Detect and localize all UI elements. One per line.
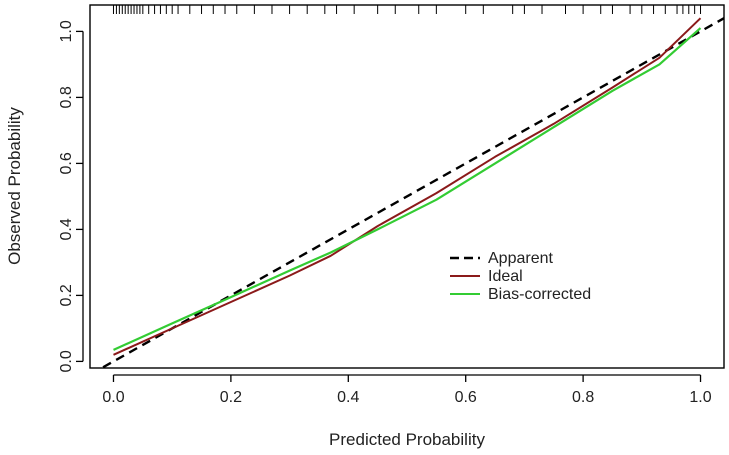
legend-label: Ideal: [488, 268, 523, 285]
series-line-apparent: [99, 17, 724, 368]
legend-label: Bias-corrected: [488, 286, 591, 303]
x-tick-label: 0.6: [455, 389, 477, 406]
y-tick-label: 0.6: [58, 152, 75, 174]
x-tick-label: 0.8: [572, 389, 594, 406]
y-tick-label: 1.0: [58, 20, 75, 42]
x-axis-title: Predicted Probability: [329, 430, 485, 449]
x-tick-label: 0.0: [102, 389, 124, 406]
x-tick-label: 0.4: [337, 389, 359, 406]
series-lines: [99, 17, 724, 368]
x-tick-label: 0.2: [220, 389, 242, 406]
series-line-bias-corrected: [113, 27, 702, 351]
x-tick-label: 1.0: [689, 389, 711, 406]
series-line-ideal: [113, 17, 702, 356]
x-axis: 0.0 0.2 0.4 0.6 0.8 1.0: [102, 374, 712, 406]
rug-marks: [112, 5, 702, 14]
y-axis: 0.0 0.2 0.4 0.6 0.8 1.0: [58, 20, 84, 373]
plot-frame: [89, 4, 725, 369]
legend-label: Apparent: [488, 250, 553, 267]
y-tick-label: 0.8: [58, 86, 75, 108]
y-tick-label: 0.4: [58, 218, 75, 240]
y-axis-title: Observed Probability: [5, 107, 24, 265]
y-tick-label: 0.2: [58, 284, 75, 306]
y-tick-label: 0.0: [58, 350, 75, 372]
